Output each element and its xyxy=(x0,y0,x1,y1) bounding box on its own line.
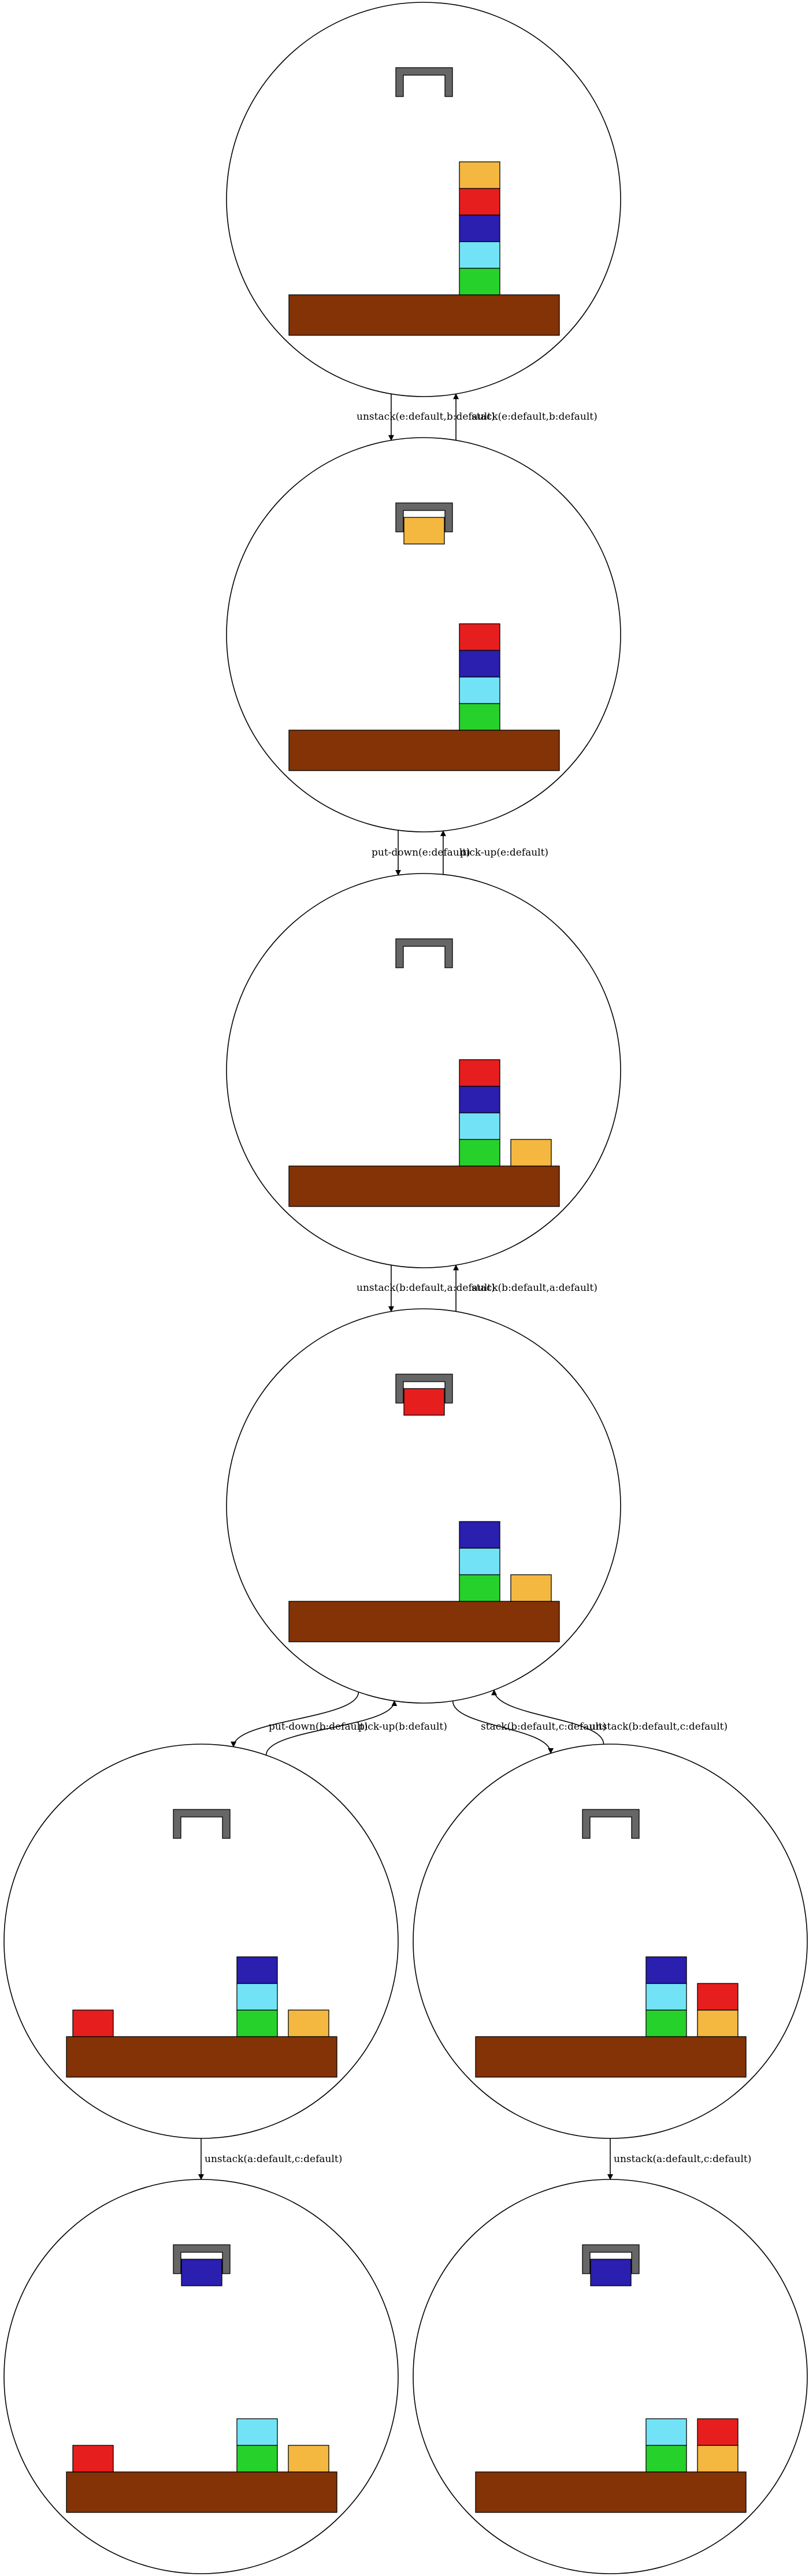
edge-s5-s3 xyxy=(491,1689,604,1745)
edge-label: put-down(e:default) xyxy=(372,847,470,858)
edge-label: unstack(a:default,c:default) xyxy=(205,2153,342,2165)
table xyxy=(475,2036,747,2078)
edge-s3-s4 xyxy=(231,1692,359,1748)
table xyxy=(288,294,560,336)
state-node-s0 xyxy=(226,2,621,397)
block-red xyxy=(72,2009,114,2037)
gripper-icon xyxy=(173,2244,231,2274)
block-cyan xyxy=(459,1112,500,1140)
state-circle xyxy=(226,873,621,1268)
state-circle xyxy=(413,1744,808,2139)
block-blue xyxy=(459,1521,500,1549)
edge-label: pick-up(b:default) xyxy=(358,1721,447,1733)
held-block-blue xyxy=(590,2259,632,2286)
state-circle xyxy=(3,1744,399,2139)
block-cyan xyxy=(459,676,500,704)
state-node-s1 xyxy=(226,437,621,832)
block-cyan xyxy=(236,1983,278,2011)
block-red xyxy=(72,2445,114,2473)
table xyxy=(288,730,560,771)
state-node-s4 xyxy=(3,1744,399,2139)
block-red xyxy=(697,1983,739,2011)
block-green xyxy=(459,1574,500,1602)
block-green xyxy=(459,703,500,731)
block-orange xyxy=(510,1139,552,1167)
block-orange xyxy=(459,161,500,189)
block-blue xyxy=(459,650,500,678)
edge-label: stack(e:default,b:default) xyxy=(472,411,598,423)
state-node-s2 xyxy=(226,873,621,1268)
state-circle xyxy=(413,2179,808,2574)
block-green xyxy=(236,2445,278,2473)
gripper-icon xyxy=(395,1374,453,1404)
block-cyan xyxy=(459,1548,500,1575)
gripper-icon xyxy=(173,1809,231,1839)
gripper-icon xyxy=(395,67,453,97)
block-green xyxy=(459,1139,500,1167)
edge-label: unstack(b:default,c:default) xyxy=(589,1721,728,1733)
block-blue xyxy=(459,214,500,242)
block-green xyxy=(645,2445,687,2473)
gripper-icon xyxy=(395,938,453,968)
block-cyan xyxy=(645,2418,687,2446)
edge-label: stack(b:default,a:default) xyxy=(472,1282,598,1294)
block-green xyxy=(236,2009,278,2037)
gripper-icon xyxy=(582,2244,640,2274)
block-cyan xyxy=(236,2418,278,2446)
block-green xyxy=(459,268,500,295)
state-circle xyxy=(3,2179,399,2574)
edge-s4-s3 xyxy=(265,1700,398,1756)
nodes-layer xyxy=(3,2,808,2574)
block-blue xyxy=(645,1956,687,1984)
gripper-icon xyxy=(395,502,453,532)
state-node-s3 xyxy=(226,1308,621,1704)
block-orange xyxy=(697,2445,739,2473)
block-orange xyxy=(510,1574,552,1602)
edges-layer: unstack(e:default,b:default)stack(e:defa… xyxy=(198,393,751,2180)
state-node-s5 xyxy=(413,1744,808,2139)
block-blue xyxy=(236,1956,278,1984)
table xyxy=(66,2471,337,2513)
block-red xyxy=(459,623,500,651)
gripper-icon xyxy=(582,1809,640,1839)
edge-label: pick-up(e:default) xyxy=(460,847,548,858)
block-red xyxy=(459,1059,500,1087)
table xyxy=(288,1165,560,1207)
edge-s3-s5 xyxy=(452,1701,554,1754)
block-orange xyxy=(697,2009,739,2037)
state-circle xyxy=(226,2,621,397)
edge-label: stack(b:default,c:default) xyxy=(481,1721,606,1733)
block-orange xyxy=(288,2445,329,2473)
held-block-red xyxy=(403,1388,445,1416)
table xyxy=(66,2036,337,2078)
edge-label: unstack(e:default,b:default) xyxy=(357,411,495,423)
block-red xyxy=(697,2418,739,2446)
state-circle xyxy=(226,437,621,832)
state-node-s7 xyxy=(413,2179,808,2574)
block-cyan xyxy=(459,241,500,269)
held-block-blue xyxy=(181,2259,222,2286)
block-red xyxy=(459,188,500,216)
table xyxy=(288,1601,560,1642)
block-cyan xyxy=(645,1983,687,2011)
block-orange xyxy=(288,2009,329,2037)
state-node-s6 xyxy=(3,2179,399,2574)
table xyxy=(475,2471,747,2513)
state-circle xyxy=(226,1308,621,1704)
edge-label: unstack(a:default,c:default) xyxy=(614,2153,751,2165)
edge-label: put-down(b:default) xyxy=(269,1721,368,1733)
block-blue xyxy=(459,1086,500,1113)
block-green xyxy=(645,2009,687,2037)
held-block-orange xyxy=(403,517,445,545)
edge-label: unstack(b:default,a:default) xyxy=(357,1282,495,1294)
